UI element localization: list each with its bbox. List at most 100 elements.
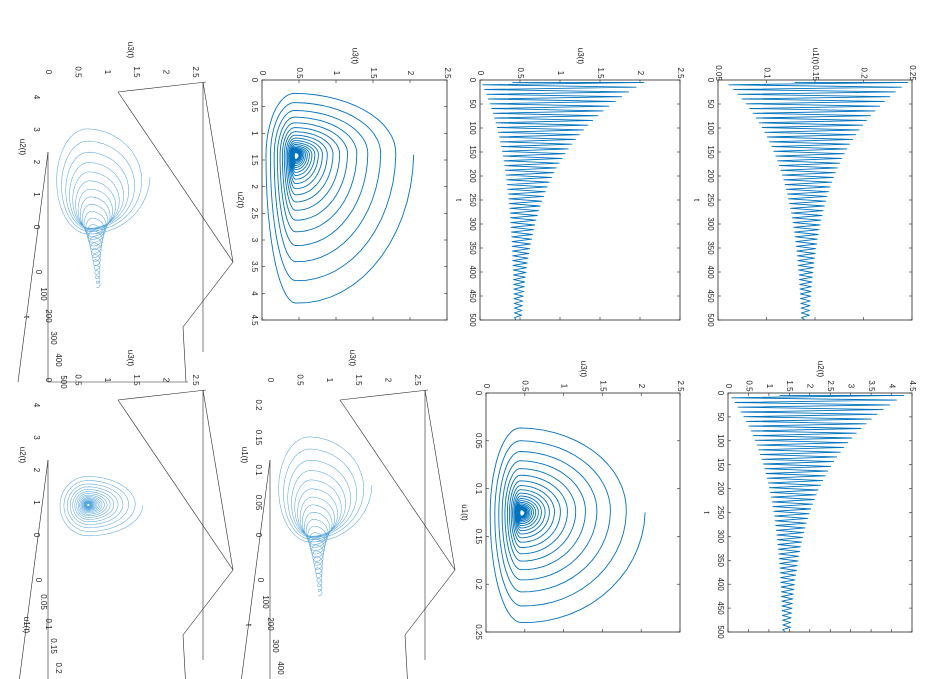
y-tick-label: 2 [806, 384, 815, 389]
x-tick-label: 0 [468, 78, 477, 83]
panel-3d-u2-u3-t: 0 0.5 1 1.5 2 2.5 u3(t) 4 3 2 1 0 u2(t) 0 100 200 300 400… [17, 42, 234, 389]
x-tick-label: 0 [474, 391, 483, 396]
box-edge [117, 81, 207, 93]
x-tick-label: 100 [706, 121, 715, 135]
y-tick-label: 1.5 [596, 67, 605, 79]
x-axis-label: t [702, 511, 711, 514]
x-tick-label: 0.1 [474, 483, 483, 495]
x-tick-label: 4 [250, 291, 259, 296]
y-tick-label: 2.5 [826, 380, 835, 392]
y-tick-label: 0 [254, 533, 263, 538]
z-tick-label: 2.5 [191, 66, 200, 78]
z-tick-label: 1 [325, 378, 334, 383]
box-edge [202, 81, 234, 263]
y-tick-label: 4 [32, 403, 41, 408]
x-tick-label: 0.05 [474, 433, 483, 449]
z-tick-label: 0.5 [73, 374, 82, 386]
box-edge [182, 261, 234, 328]
x-tick-label: 500 [706, 313, 715, 327]
z-tick-label: 1.5 [132, 374, 141, 386]
series-line [728, 81, 909, 321]
x-tick-label: 150 [468, 145, 477, 159]
z-tick-label: 2.5 [191, 374, 200, 386]
series-line [482, 81, 645, 321]
y-tick-label: 1 [332, 71, 341, 76]
x-tick-label: 500 [716, 625, 725, 639]
y-axis-label: u3(t) [576, 48, 585, 65]
y-tick-label: 0.15 [254, 430, 263, 446]
x-tick-label: 0.15 [49, 638, 58, 654]
x-tick-label: 200 [716, 482, 725, 496]
box-edge [117, 91, 234, 263]
y-tick-label: 2 [406, 71, 415, 76]
panel-u3-vs-u1: 0 0.5 1 1.5 2 2.5 0 0.05 0.1 0.15 0.2 0.25 u3(t) u1(t… [460, 361, 685, 641]
y-tick-label: 0 [476, 71, 485, 76]
z-tick-label: 1 [103, 70, 112, 75]
x-tick-label: 300 [706, 217, 715, 231]
y-tick-label: 0.5 [516, 67, 525, 79]
x-tick-label: 4.5 [250, 314, 259, 326]
panel-3d-u1-u3-t: 0 0.5 1 1.5 2 2.5 u3(t) 0.2 0.15 0.1 0.05 0 u1(t) 0 10… [240, 350, 456, 679]
panel-u3-vs-t: 0 0.5 1 1.5 2 2.5 0 50 100 150 200 250 300 350 400 450 5… [454, 48, 685, 327]
z-axis-label: u3(t) [126, 350, 135, 367]
x-tick-label: 0.5 [250, 101, 259, 113]
x-tick-label: 450 [716, 601, 725, 615]
x-tick-label: 100 [468, 121, 477, 135]
series-line [265, 92, 415, 304]
y-axis-label: u1(t) [811, 48, 820, 65]
y-tick-label: 0 [724, 384, 733, 389]
box-edge [17, 151, 49, 383]
x-axis-label: u1(t) [460, 504, 469, 521]
z-tick-label: 1.5 [132, 66, 141, 78]
plot-frame [727, 392, 913, 633]
x-tick-label: 3.5 [250, 261, 259, 273]
y-tick-label: 0.25 [908, 65, 917, 81]
z-tick-label: 2 [162, 70, 171, 75]
x-tick-label: 400 [706, 265, 715, 279]
box-edge [182, 569, 234, 636]
y-tick-label: 2 [32, 468, 41, 473]
x-tick-label: 0.2 [54, 662, 63, 674]
z-tick-label: 0 [44, 378, 53, 383]
y-tick-label: 4 [887, 384, 896, 389]
x-axis-label: t [22, 316, 31, 319]
y-tick-label: 0.05 [254, 495, 263, 511]
x-tick-label: 300 [271, 639, 280, 653]
box-edge [117, 389, 207, 401]
z-tick-label: 2 [162, 378, 171, 383]
x-tick-label: 500 [468, 313, 477, 327]
z-tick-label: 1.5 [354, 374, 363, 386]
x-tick-label: 50 [468, 100, 477, 109]
box-edge [202, 389, 234, 571]
x-axis-label: u1(t) [22, 617, 31, 634]
z-tick-label: 2 [384, 378, 393, 383]
x-tick-label: 400 [468, 265, 477, 279]
y-tick-label: 2 [637, 384, 646, 389]
trajectory-3d [56, 128, 151, 289]
x-tick-label: 0.2 [474, 579, 483, 591]
y-tick-label: 1 [556, 71, 565, 76]
y-tick-label: 0.5 [295, 67, 304, 79]
y-tick-label: 4 [32, 95, 41, 100]
x-axis-label: t [692, 199, 701, 202]
y-axis-label: u2(t) [18, 447, 27, 464]
y-tick-label: 1.5 [598, 380, 607, 392]
y-axis-label: u3(t) [350, 48, 359, 65]
z-tick-label: 0 [266, 378, 275, 383]
box-edge [182, 326, 187, 383]
box-edge [182, 634, 186, 679]
z-tick-label: 0.5 [73, 66, 82, 78]
x-tick-label: 0 [250, 78, 259, 83]
y-tick-label: 0.2 [254, 399, 263, 411]
x-tick-label: 2 [250, 184, 259, 189]
series-line [489, 427, 646, 624]
x-axis-label: t [244, 624, 253, 627]
y-tick-label: 0.5 [521, 380, 530, 392]
y-tick-label: 2.5 [676, 67, 685, 79]
plot-frame [717, 79, 913, 321]
box-edge [339, 399, 456, 571]
box-edge [404, 569, 456, 636]
panel-3d-u1-u2-u3: 0 0.5 1 1.5 2 2.5 u3(t) 4 3 2 1 0 u2(t) 0 0.05 0.1 0.15 0… [18, 350, 234, 679]
x-tick-label: 0 [34, 578, 43, 583]
